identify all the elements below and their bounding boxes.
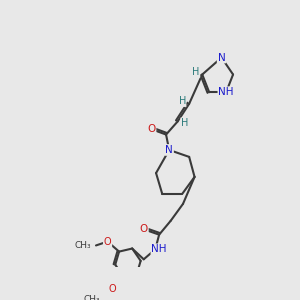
Text: H: H bbox=[181, 118, 188, 128]
Text: H: H bbox=[192, 67, 200, 77]
Text: NH: NH bbox=[218, 87, 234, 97]
Text: NH: NH bbox=[152, 244, 167, 254]
Text: O: O bbox=[140, 224, 148, 234]
Text: N: N bbox=[165, 145, 173, 155]
Text: N: N bbox=[218, 52, 225, 63]
Text: CH₃: CH₃ bbox=[75, 241, 92, 250]
Text: O: O bbox=[108, 284, 116, 294]
Text: O: O bbox=[147, 124, 156, 134]
Text: CH₃: CH₃ bbox=[83, 295, 100, 300]
Text: O: O bbox=[104, 237, 111, 247]
Text: H: H bbox=[178, 96, 186, 106]
